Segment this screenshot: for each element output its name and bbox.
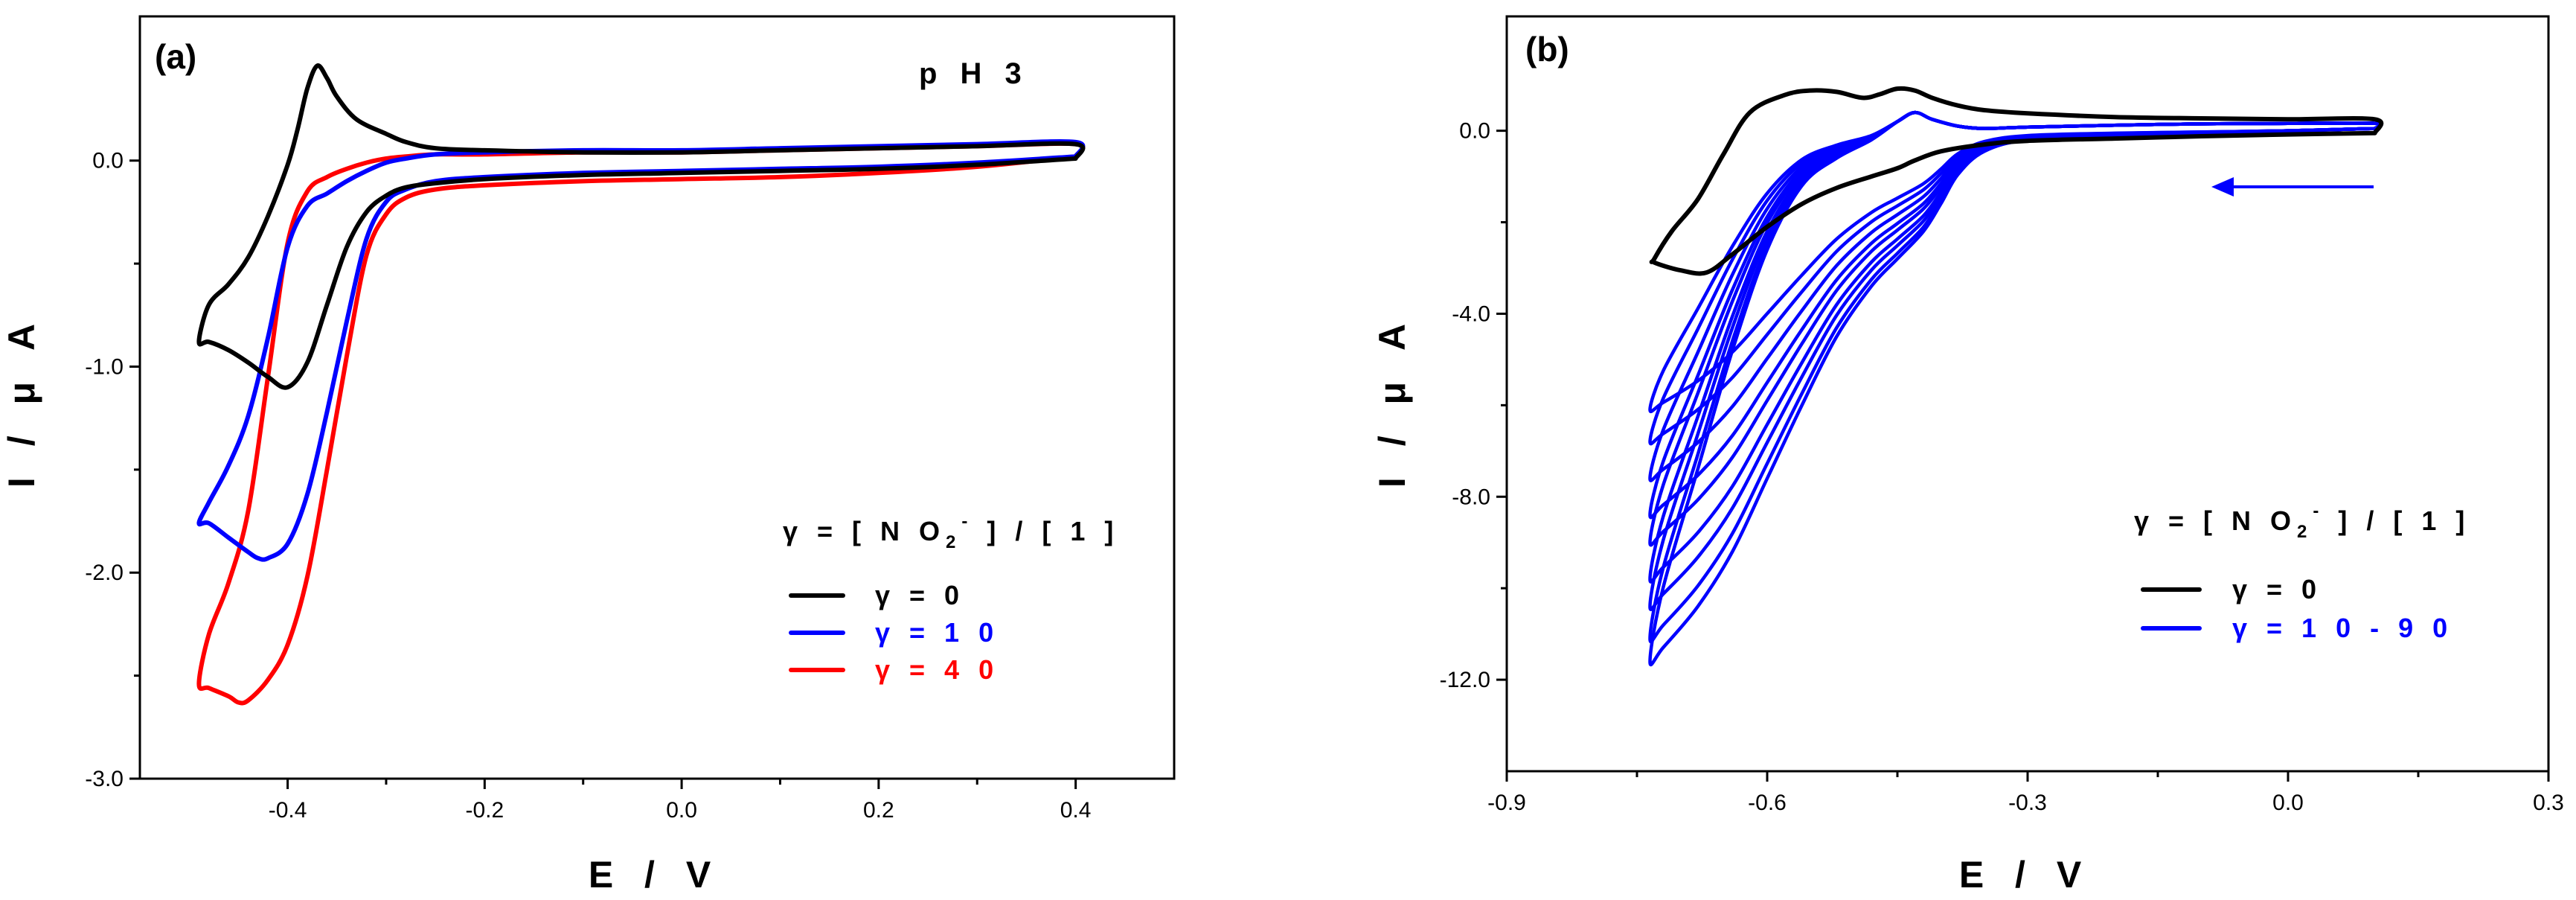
- panel-a-label: (a): [155, 37, 196, 76]
- panel-a-y-tick-label: -2.0: [85, 561, 124, 585]
- panel-b-legend-title-superscript: -: [2313, 501, 2325, 521]
- panel-a-x-tick-label: 0.0: [666, 798, 697, 823]
- panel-b-curves: [1648, 86, 2384, 667]
- panel-b-x-tick-label: 0.3: [2533, 791, 2564, 815]
- panel-b-x-tick-label: -0.9: [1487, 791, 1526, 815]
- panel-a-x-tick-label: -0.2: [465, 798, 504, 823]
- panel-a-legend-entry-1: γ = 1 0: [875, 617, 999, 648]
- panel-a-legend-title-subscript: 2: [946, 532, 961, 552]
- panel-b-series-curve-3: [1648, 110, 2383, 482]
- panel-b-y-tick-label: -8.0: [1452, 485, 1490, 509]
- panel-a-x-axis-title: E / V: [589, 854, 721, 896]
- panel-a-legend-entry-0: γ = 0: [875, 580, 965, 610]
- panel-b-legend-title-subscript: 2: [2297, 522, 2313, 542]
- panel-b-y-tick-label: -12.0: [1440, 668, 1490, 692]
- panel-a-legend-title-superscript: -: [961, 511, 973, 532]
- panel-a-legend-title-tail: ] / [ 1 ]: [973, 516, 1119, 546]
- panel-b-y-axis-title: I / μ A: [1371, 313, 1413, 488]
- panel-b-x-tick-label: -0.3: [2008, 791, 2047, 815]
- panel-a-ticks: -0.4 -0.2 0.0 0.2 0.4 0.0 -1.0 -2.0 -3.0: [85, 149, 1091, 823]
- panel-a-series-curve-1: [196, 138, 1086, 562]
- panel-b-x-tick-label: 0.0: [2272, 791, 2304, 815]
- panel-a-y-tick-label: 0.0: [92, 149, 124, 173]
- panel-b-legend-entry-0: γ = 0: [2232, 574, 2322, 604]
- panel-b-legend-title-tail: ] / [ 1 ]: [2325, 505, 2470, 536]
- panel-b-legend: γ = [ N O2- ] / [ 1 ] γ = 0 γ = 1 0 - 9 …: [2134, 501, 2470, 643]
- panel-a-curves: [196, 63, 1086, 706]
- panel-a-series-curve-0: [196, 63, 1086, 390]
- panel-b-plot-frame: [1505, 15, 2550, 773]
- panel-a-x-tick-label: -0.4: [269, 798, 307, 823]
- panel-a-legend-title-main: γ = [ N O: [783, 516, 946, 546]
- panel-b-y-tick-label: -4.0: [1452, 301, 1490, 326]
- panel-a-plot-frame: [138, 15, 1176, 780]
- panel-a-legend-title: γ = [ N O2- ] / [ 1 ]: [783, 511, 1119, 552]
- panel-b: -0.9 -0.6 -0.3 0.0 0.3 0.0 -4.0 -8.0 -12.0 (b) E…: [1371, 15, 2564, 896]
- panel-a-legend-entry-2: γ = 4 0: [875, 654, 999, 685]
- scan-direction-arrowhead: [2211, 177, 2234, 197]
- panel-b-label: (b): [1525, 30, 1569, 68]
- panel-b-legend-title-main: γ = [ N O: [2134, 505, 2297, 536]
- scan-direction-arrow: [2211, 177, 2374, 197]
- panel-a-x-tick-label: 0.2: [863, 798, 894, 823]
- panel-a-y-tick-label: -3.0: [85, 767, 124, 791]
- panel-a: -0.4 -0.2 0.0 0.2 0.4 0.0 -1.0 -2.0 -3.0 (a) p H…: [1, 15, 1176, 896]
- panel-b-x-axis-title: E / V: [1959, 854, 2092, 896]
- panel-a-y-axis-title: I / μ A: [1, 313, 42, 488]
- panel-b-series-curve-8: [1648, 110, 2383, 644]
- panel-b-ticks: -0.9 -0.6 -0.3 0.0 0.3 0.0 -4.0 -8.0 -12.0: [1440, 119, 2564, 815]
- panel-b-legend-title: γ = [ N O2- ] / [ 1 ]: [2134, 501, 2470, 542]
- panel-a-legend: γ = [ N O2- ] / [ 1 ] γ = 0 γ = 1 0 γ = …: [783, 511, 1119, 685]
- panel-a-ph-annotation: p H 3: [919, 57, 1029, 90]
- panel-b-series-curve-9: [1648, 110, 2383, 667]
- panel-a-x-tick-label: 0.4: [1060, 798, 1092, 823]
- panel-b-series-curve-0: [1649, 86, 2384, 276]
- panel-a-y-tick-label: -1.0: [85, 354, 124, 379]
- panel-b-legend-entry-1: γ = 1 0 - 9 0: [2232, 613, 2453, 643]
- panel-b-y-tick-label: 0.0: [1459, 119, 1490, 144]
- panel-b-x-tick-label: -0.6: [1748, 791, 1787, 815]
